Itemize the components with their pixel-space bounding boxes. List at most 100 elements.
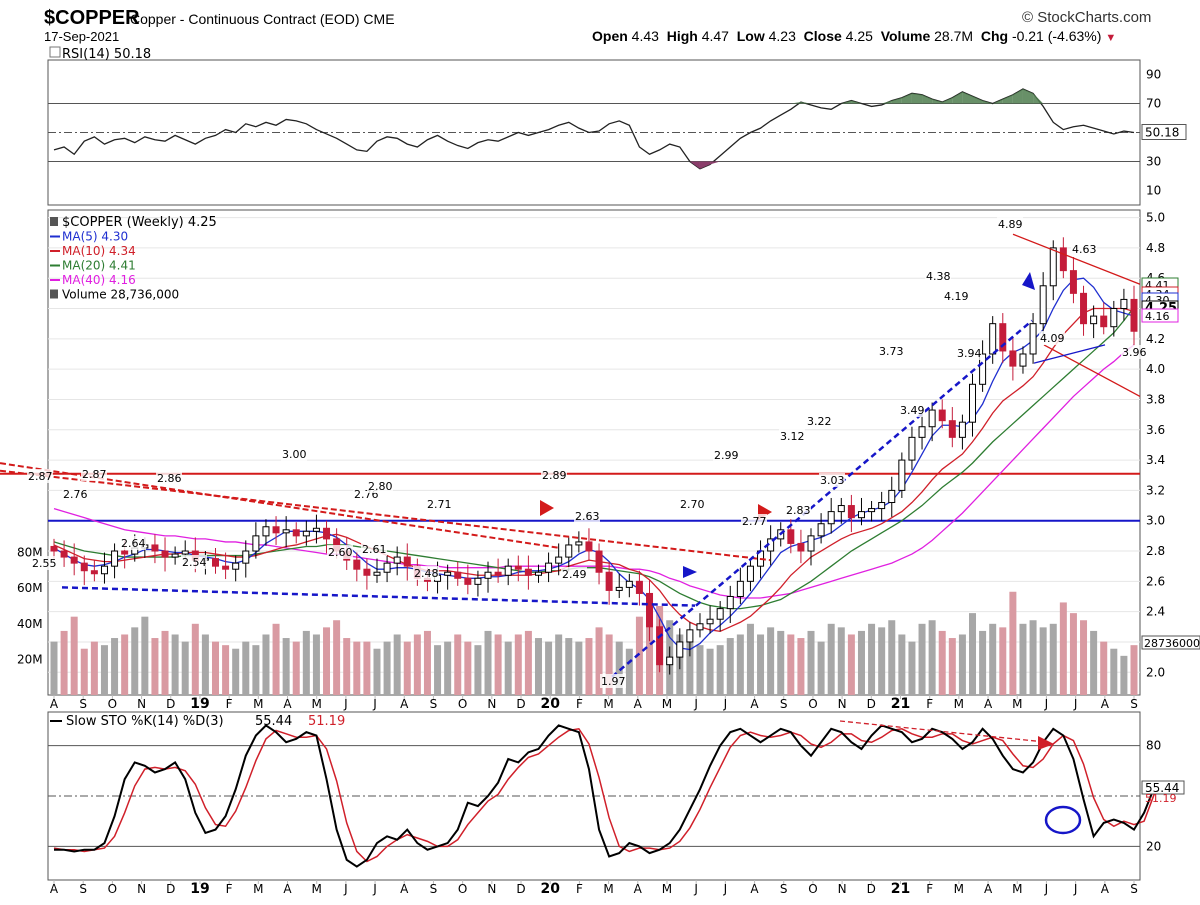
volume-bar bbox=[252, 645, 260, 695]
price-annotation-bg bbox=[956, 346, 982, 360]
volume-current-tag bbox=[1141, 635, 1200, 650]
x-axis-label: O bbox=[108, 697, 117, 711]
candle-body bbox=[847, 505, 855, 519]
x-axis-label: O bbox=[458, 697, 467, 711]
volume-bar bbox=[1110, 648, 1118, 695]
x-axis-label: M bbox=[662, 882, 672, 896]
x-axis-label: S bbox=[430, 697, 438, 711]
candle-body bbox=[918, 426, 926, 438]
volume-bar bbox=[524, 630, 532, 695]
x-axis: A S O N D 19 F M A M J J A S O N D 20 F M A M J J A S O N D 21 F M A M J J A… bbox=[50, 695, 1138, 897]
rsi-tick-label: 90 bbox=[1146, 68, 1161, 82]
volume-bar bbox=[605, 634, 613, 695]
volume-bar bbox=[1080, 620, 1088, 695]
price-legend-item: MA(40) 4.16 bbox=[62, 273, 136, 287]
volume-bar bbox=[464, 641, 472, 695]
candle-body bbox=[464, 577, 472, 585]
price-legend-item: Volume 28,736,000 bbox=[62, 288, 179, 302]
x-axis-label: M bbox=[954, 697, 964, 711]
price-annotation: 3.96 bbox=[1122, 346, 1147, 359]
price-annotation-bg bbox=[181, 555, 207, 569]
price-annotation: 2.60 bbox=[328, 546, 353, 559]
rsi-overbought-fill bbox=[952, 91, 963, 104]
x-axis-label: D bbox=[166, 697, 175, 711]
volume-bar bbox=[928, 620, 936, 695]
volume-bar bbox=[90, 641, 98, 695]
price-right-tag-box bbox=[1141, 308, 1179, 323]
volume-bar bbox=[746, 623, 754, 695]
candle-body bbox=[989, 323, 997, 355]
symbol-title: $COPPER bbox=[44, 7, 140, 29]
volume-bar bbox=[373, 648, 381, 695]
price-tick-label: 5.0 bbox=[1146, 211, 1165, 225]
volume-bar bbox=[857, 630, 865, 695]
x-axis-label: F bbox=[576, 882, 583, 896]
candle-body bbox=[646, 592, 654, 628]
rsi-oversold-fill bbox=[710, 161, 721, 165]
x-axis-label: J bbox=[372, 697, 377, 711]
x-axis-label: M bbox=[312, 882, 322, 896]
price-annotation-bg bbox=[574, 509, 600, 523]
stockcharts-logo[interactable]: © StockCharts.com bbox=[1022, 9, 1152, 26]
volume-bar bbox=[585, 638, 593, 695]
rsi-overbought-fill bbox=[790, 102, 801, 104]
candle-body bbox=[605, 571, 613, 591]
price-annotation-bg bbox=[779, 429, 805, 443]
candle-body bbox=[1080, 292, 1088, 325]
volume-bar bbox=[242, 641, 250, 695]
candle-body bbox=[181, 550, 189, 555]
price-annotation: 4.63 bbox=[1072, 243, 1097, 256]
candle-body bbox=[999, 323, 1007, 352]
candle-body bbox=[494, 571, 502, 576]
volume-bar bbox=[444, 641, 452, 695]
candle-body bbox=[908, 436, 916, 461]
volume-label: Volume bbox=[880, 28, 931, 44]
x-axis-label: F bbox=[226, 882, 233, 896]
x-axis-label: J bbox=[693, 697, 698, 711]
volume-bar bbox=[595, 627, 603, 695]
rsi-overbought-fill bbox=[1012, 89, 1023, 104]
price-annotation: 2.89 bbox=[542, 469, 567, 482]
volume-tick-label: 60M bbox=[17, 581, 43, 595]
candle-body bbox=[898, 459, 906, 491]
price-annotation-bg bbox=[785, 503, 811, 517]
x-axis-label: J bbox=[372, 882, 377, 896]
x-axis-label: J bbox=[343, 882, 348, 896]
candle-body bbox=[373, 571, 381, 576]
volume-bar bbox=[262, 634, 270, 695]
volume-bar bbox=[333, 620, 341, 695]
x-axis-label: O bbox=[808, 882, 817, 896]
volume-bar bbox=[161, 630, 169, 695]
volume-bar bbox=[534, 638, 542, 695]
candle-body bbox=[100, 565, 108, 575]
price-annotation-bg bbox=[81, 467, 107, 481]
volume-bar bbox=[847, 634, 855, 695]
sto-d-value: 51.19 bbox=[308, 714, 345, 729]
price-frame bbox=[47, 209, 1141, 696]
price-annotation: 2.48 bbox=[414, 567, 439, 580]
ohlc-summary: Open 4.43 High 4.47 Low 4.23 Close 4.25 … bbox=[592, 28, 1116, 44]
candle-body bbox=[575, 541, 583, 546]
price-annotation: 3.22 bbox=[807, 415, 832, 428]
price-annotation: 3.49 bbox=[900, 404, 925, 417]
x-axis-label: A bbox=[634, 882, 643, 896]
price-annotation: 3.94 bbox=[957, 347, 982, 360]
price-tick-label: 2.4 bbox=[1146, 605, 1165, 619]
open-label: Open bbox=[592, 28, 628, 44]
volume-bar bbox=[323, 627, 331, 695]
candle-body bbox=[807, 535, 815, 552]
rsi-overbought-fill bbox=[1033, 93, 1044, 104]
sto-highlight-circle bbox=[1044, 805, 1082, 835]
rsi-current-value: 50.18 bbox=[1145, 126, 1179, 140]
price-annotation-bg bbox=[413, 566, 439, 580]
ma20-line bbox=[53, 306, 1135, 610]
price-tick-label: 2.0 bbox=[1146, 665, 1165, 679]
candle-body bbox=[60, 550, 68, 558]
x-axis-label: A bbox=[400, 697, 409, 711]
rsi-title: RSI(14) 50.18 bbox=[62, 47, 151, 62]
candle-body bbox=[151, 544, 159, 552]
price-annotation: 2.76 bbox=[63, 488, 88, 501]
price-annotation: 3.00 bbox=[282, 448, 307, 461]
price-annotation: 2.49 bbox=[562, 568, 587, 581]
volume-bar bbox=[111, 638, 119, 695]
